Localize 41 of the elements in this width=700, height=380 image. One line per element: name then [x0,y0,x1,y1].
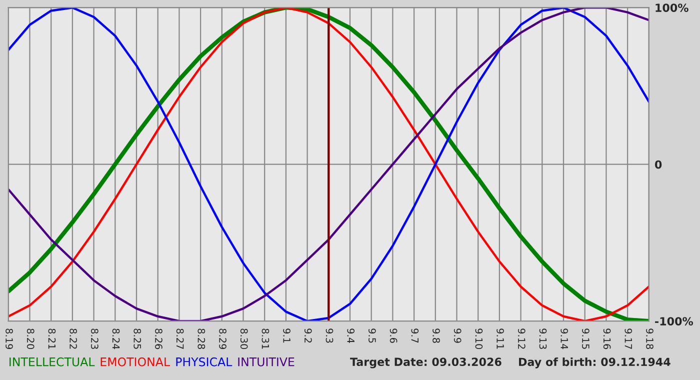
x-tick-label: 9.18 [646,328,654,350]
x-tick-label: 9.13 [539,328,547,349]
x-tick-label: 8.19 [6,328,13,350]
x-tick-label: 9.14 [560,328,568,350]
text: INTUITIVE [238,358,294,366]
x-tick-label: 9.9 [454,328,462,343]
x-tick-label: 8.30 [240,328,248,350]
x-tick-label: 8.31 [262,328,270,349]
x-tick-label: 8.20 [26,328,34,350]
x-tick-label: 8.25 [134,328,142,349]
x-tick-label: 8.27 [176,328,184,349]
x-tick-label: 8.22 [70,328,77,349]
x-tick-label: 9.4 [347,328,355,343]
text: Day of birth: 09.12.1944 [519,357,670,368]
x-tick-label: 8.21 [48,328,56,349]
x-tick-label: 9.15 [582,328,590,349]
y-tick-label: 0 [654,160,662,169]
text: EMOTIONAL [100,357,170,366]
text: INTELLECTUAL [10,357,95,366]
x-tick-label: 9.5 [368,328,376,343]
x-tick-label: 9.17 [624,328,632,349]
x-tick-label: 8.29 [219,328,226,350]
x-tick-label: 9.10 [475,328,483,350]
x-tick-label: 9.7 [411,328,419,343]
x-tick-label: 9.2 [304,328,312,343]
x-tick-label: 9.8 [432,328,440,343]
x-tick-label: 9.12 [518,328,526,349]
x-tick-label: 9.6 [390,328,398,343]
x-tick-label: 9.16 [603,328,611,350]
x-tick-label: 8.28 [198,328,206,350]
line-series [8,8,649,322]
x-tick-label: 9.1 [283,328,290,343]
x-tick-label: 9.3 [326,328,334,343]
x-tick-label: 8.23 [90,328,98,349]
x-tick-label: 9.11 [496,328,504,349]
x-tick-label: 8.26 [155,328,162,350]
x-tick-label: 8.24 [112,328,120,350]
text: Target Date: 09.03.2026 [350,358,502,368]
y-tick-label: -100% [655,317,694,326]
text: PHYSICAL [176,357,232,366]
y-tick-label: 100% [656,4,688,12]
